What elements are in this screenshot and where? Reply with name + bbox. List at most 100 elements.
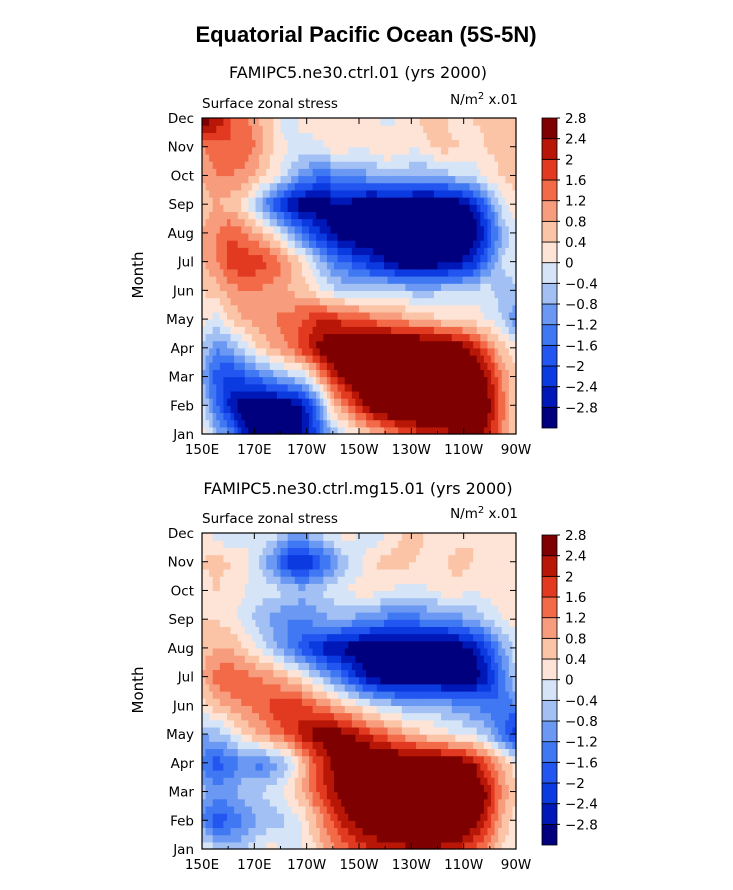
heatmap-cell: [316, 268, 321, 277]
heatmap-cell: [433, 333, 439, 342]
heatmap-cell: [248, 827, 253, 836]
heatmap-cell: [266, 326, 271, 335]
heatmap-cell: [205, 125, 210, 133]
heatmap-cell: [401, 369, 406, 378]
heatmap-cell: [455, 419, 460, 428]
heatmap-cell: [237, 770, 242, 778]
heatmap-cell: [209, 261, 214, 270]
heatmap-cell: [433, 225, 439, 234]
heatmap-cell: [501, 283, 506, 291]
heatmap-cell: [369, 304, 374, 313]
heatmap-cell: [401, 261, 406, 270]
heatmap-cell: [441, 405, 446, 414]
heatmap-cell: [298, 362, 303, 370]
heatmap-cell: [405, 770, 410, 778]
heatmap-cell: [209, 390, 214, 399]
heatmap-cell: [230, 340, 235, 349]
heatmap-cell: [366, 326, 371, 335]
heatmap-cell: [412, 398, 417, 406]
heatmap-cell: [430, 770, 435, 778]
heatmap-cell: [501, 118, 506, 126]
heatmap-cell: [466, 805, 471, 814]
heatmap-cell: [441, 841, 446, 850]
heatmap-cell: [205, 834, 210, 843]
heatmap-cell: [251, 197, 257, 205]
heatmap-cell: [337, 247, 342, 256]
heatmap-cell: [241, 175, 246, 184]
heatmap-cell: [202, 841, 207, 850]
heatmap-cell: [316, 311, 321, 320]
heatmap-cell: [480, 175, 485, 184]
heatmap-cell: [334, 319, 339, 327]
heatmap-cell: [362, 412, 367, 421]
heatmap-cell: [212, 340, 217, 349]
heatmap-cell: [251, 412, 257, 421]
heatmap-cell: [305, 827, 310, 836]
heatmap-cell: [369, 276, 374, 284]
heatmap-cell: [209, 426, 214, 435]
heatmap-cell: [448, 247, 453, 256]
heatmap-cell: [337, 118, 342, 126]
heatmap-cell: [487, 784, 492, 793]
heatmap-cell: [501, 805, 506, 814]
heatmap-cell: [480, 340, 485, 349]
heatmap-cell: [309, 139, 314, 148]
heatmap-cell: [487, 211, 492, 220]
heatmap-cell: [380, 841, 385, 850]
heatmap-cell: [416, 383, 421, 392]
heatmap-cell: [330, 419, 335, 428]
heatmap-cell: [337, 290, 342, 299]
heatmap-cell: [280, 247, 285, 256]
heatmap-cell: [284, 175, 289, 184]
heatmap-cell: [251, 834, 257, 843]
heatmap-cell: [433, 153, 439, 162]
heatmap-cell: [230, 204, 235, 212]
heatmap-cell: [480, 426, 485, 435]
heatmap-cell: [473, 355, 478, 363]
heatmap-cell: [202, 125, 207, 133]
heatmap-cell: [401, 813, 406, 821]
heatmap-cell: [462, 390, 467, 399]
heatmap-cell: [280, 182, 285, 191]
heatmap-cell: [466, 813, 471, 821]
heatmap-cell: [505, 383, 510, 392]
heatmap-cell: [326, 369, 332, 378]
heatmap-cell: [426, 125, 431, 133]
heatmap-cell: [398, 419, 403, 428]
heatmap-cell: [501, 218, 506, 227]
heatmap-cell: [326, 813, 332, 821]
heatmap-cell: [309, 791, 314, 800]
heatmap-cell: [266, 827, 271, 836]
heatmap-cell: [401, 254, 406, 263]
heatmap-cell: [273, 139, 278, 148]
y-tick-label: Jun: [172, 283, 194, 299]
heatmap-cell: [241, 355, 246, 363]
heatmap-cell: [437, 189, 442, 198]
heatmap-cell: [255, 426, 260, 435]
heatmap-cell: [234, 153, 239, 162]
heatmap-cell: [494, 153, 499, 162]
heatmap-cell: [401, 791, 406, 800]
heatmap-cell: [351, 369, 357, 378]
heatmap-cell: [373, 218, 378, 227]
heatmap-cell: [494, 189, 499, 198]
heatmap-cell: [387, 813, 392, 821]
heatmap-cell: [276, 268, 282, 277]
heatmap-cell: [205, 168, 210, 177]
heatmap-cell: [362, 211, 367, 220]
heatmap-cell: [423, 426, 428, 435]
heatmap-cell: [401, 175, 406, 184]
heatmap-cell: [216, 218, 221, 227]
heatmap-cell: [494, 355, 499, 363]
heatmap-cell: [219, 813, 225, 821]
heatmap-cell: [473, 161, 478, 169]
heatmap-cell: [230, 319, 235, 327]
colorbar-label: −1.6: [565, 338, 598, 354]
heatmap-cell: [209, 290, 214, 299]
heatmap-cell: [505, 276, 510, 284]
heatmap-cell: [316, 232, 321, 241]
heatmap-cell: [298, 347, 303, 356]
heatmap-cell: [209, 419, 214, 428]
heatmap-cell: [255, 304, 260, 313]
heatmap-cell: [273, 297, 278, 306]
